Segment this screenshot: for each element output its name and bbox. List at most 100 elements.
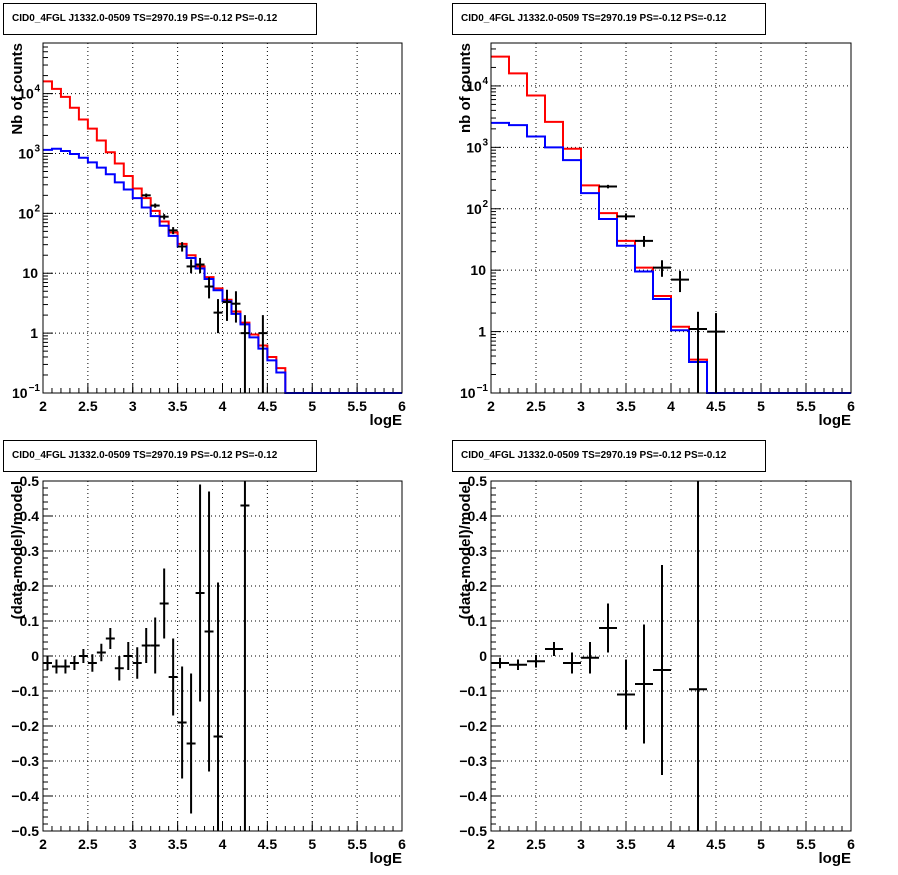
x-tick-label: 3.5: [616, 398, 636, 414]
x-tick-label: 5.5: [796, 836, 816, 852]
x-tick-label: 4: [667, 836, 675, 852]
x-tick-label: 3.5: [168, 836, 188, 852]
panel-residual-fine: 2 2.5 3 3.5 4 4.5 5 5.5 6 −0.5 −0.4 −0.3 −0.2 −0.1 0 0.…: [9, 473, 406, 867]
residual-point: [51, 659, 61, 674]
y-tick-label: 1: [478, 324, 486, 340]
residual-point: [186, 673, 196, 814]
residual-point: [527, 654, 545, 668]
residual-point: [491, 657, 509, 669]
residual-point: [78, 649, 88, 663]
data-point: [599, 184, 617, 189]
data-point: [204, 277, 214, 299]
data-point: [222, 289, 232, 321]
y-tick-label-exponent: −1: [29, 383, 41, 394]
y-axis-label: nb of counts: [457, 43, 474, 133]
residual-point: [213, 582, 223, 831]
x-axis-label: logE: [370, 850, 403, 867]
y-tick-label: 10: [466, 201, 482, 217]
x-tick-label: 4.5: [258, 836, 278, 852]
x-tick-label: 2.5: [78, 398, 98, 414]
y-tick-label: −0.4: [459, 788, 487, 804]
residual-point: [240, 481, 250, 831]
y-tick-label-exponent: 3: [34, 143, 40, 154]
y-tick-label-exponent: 2: [34, 203, 40, 214]
x-tick-label: 2.5: [526, 836, 546, 852]
x-tick-label: 3: [129, 398, 137, 414]
data-point: [635, 236, 653, 247]
x-tick-label: 4: [219, 836, 227, 852]
y-tick-label-exponent: 4: [482, 76, 488, 87]
x-tick-label: 3: [577, 398, 585, 414]
y-tick-label: 0.3: [468, 543, 488, 559]
residual-point: [545, 642, 563, 656]
x-tick-label: 2: [487, 836, 495, 852]
y-tick-label: 0: [479, 648, 487, 664]
x-tick-label: 3.5: [168, 398, 188, 414]
x-tick-label: 5.5: [347, 398, 367, 414]
residual-point: [617, 659, 635, 730]
y-axis-label: (data-model)/model: [9, 481, 26, 619]
series-red-histogram: [43, 80, 402, 394]
x-tick-label: 6: [398, 836, 406, 852]
residual-points: [491, 481, 707, 831]
data-point: [617, 213, 635, 220]
y-tick-label: 0.3: [20, 543, 40, 559]
grid-lines: [490, 480, 852, 832]
y-tick-label-exponent: 4: [34, 84, 40, 95]
data-point: [671, 270, 689, 293]
panel-title-spectrum-coarse: CID0_4FGL J1332.0-0509 TS=2970.19 PS=-0.…: [452, 3, 766, 35]
y-tick-label: 0.5: [20, 473, 40, 489]
data-point: [159, 214, 169, 220]
y-tick-label: 1: [30, 325, 38, 341]
residual-point: [653, 565, 671, 775]
y-tick-label: 0.4: [20, 508, 40, 524]
y-tick-label: 10: [22, 265, 38, 281]
y-tick-label: 10: [18, 145, 34, 161]
residual-point: [563, 652, 581, 674]
x-tick-label: 5: [757, 398, 765, 414]
residual-point: [105, 628, 115, 649]
x-tick-label: 6: [398, 398, 406, 414]
data-point: [195, 257, 205, 274]
data-point: [653, 260, 671, 277]
residual-point: [141, 628, 151, 663]
residual-point: [599, 603, 617, 653]
y-tick-label: 10: [470, 262, 486, 278]
panel-title-residual-fine: CID0_4FGL J1332.0-0509 TS=2970.19 PS=-0.…: [3, 440, 317, 472]
data-point: [150, 203, 160, 208]
residual-point: [168, 638, 178, 716]
y-tick-label: −0.4: [11, 788, 39, 804]
data-point: [258, 315, 268, 393]
plot-frame: [42, 42, 403, 394]
x-tick-label: 3: [577, 836, 585, 852]
x-tick-label: 6: [847, 836, 855, 852]
tick-labels: 2 2.5 3 3.5 4 4.5 5 5.5 6 −0.5 −0.4 −0.3 −0.2 −0.1 0 0.…: [11, 473, 406, 852]
y-tick-label: −0.1: [459, 683, 487, 699]
residual-point: [195, 484, 205, 702]
residual-point: [159, 568, 169, 639]
x-tick-label: 3.5: [616, 836, 636, 852]
residual-point: [123, 642, 133, 670]
y-tick-label: −0.5: [459, 823, 487, 839]
x-tick-label: 5.5: [347, 836, 367, 852]
data-point: [177, 242, 187, 252]
plot-frame: [490, 480, 852, 832]
y-tick-label: 0.1: [20, 613, 40, 629]
residual-points: [43, 481, 250, 831]
residual-point: [177, 666, 187, 779]
residual-point: [635, 624, 653, 744]
x-axis-label: logE: [370, 412, 403, 429]
data-point: [141, 193, 151, 198]
grid-lines: [42, 480, 403, 832]
x-tick-label: 2.5: [78, 836, 98, 852]
y-tick-label: 0.4: [468, 508, 488, 524]
x-tick-label: 2: [39, 836, 47, 852]
plot-frame: [490, 42, 852, 394]
data-point: [689, 311, 707, 393]
data-point: [231, 291, 241, 323]
data-point: [707, 313, 725, 393]
y-tick-label: 0: [31, 648, 39, 664]
